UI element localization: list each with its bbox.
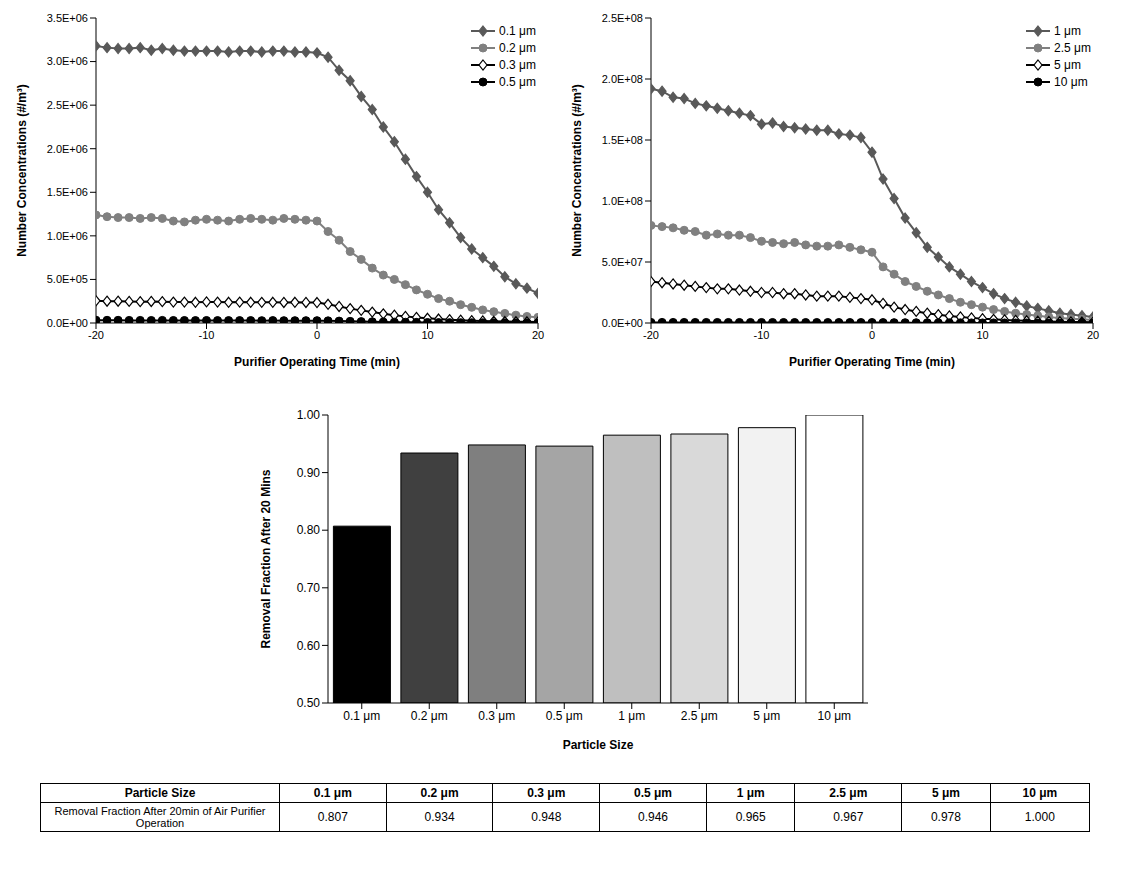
svg-text:Particle Size: Particle Size bbox=[563, 738, 634, 752]
svg-text:10 μm: 10 μm bbox=[817, 709, 851, 723]
html-text:0.934: 0.934 bbox=[424, 810, 455, 824]
html-text:0.965: 0.965 bbox=[735, 810, 766, 824]
svg-text:1.0E+08: 1.0E+08 bbox=[602, 195, 643, 207]
svg-text:0.1 μm: 0.1 μm bbox=[343, 709, 380, 723]
svg-text:5 μm: 5 μm bbox=[753, 709, 780, 723]
svg-text:20: 20 bbox=[1087, 329, 1099, 341]
html-text:5 μm: 5 μm bbox=[931, 786, 960, 800]
html-text:1 μm: 1 μm bbox=[736, 786, 765, 800]
svg-text:Removal Fraction After 20 Mins: Removal Fraction After 20 Mins bbox=[259, 469, 273, 648]
svg-text:3.0E+06: 3.0E+06 bbox=[47, 55, 88, 67]
svg-text:10: 10 bbox=[421, 329, 433, 341]
svg-text:0.0E+00: 0.0E+00 bbox=[47, 317, 88, 329]
svg-text:0.60: 0.60 bbox=[297, 639, 321, 653]
svg-text:2.0E+08: 2.0E+08 bbox=[602, 73, 643, 85]
svg-text:1.5E+08: 1.5E+08 bbox=[602, 134, 643, 146]
html-text:Particle Size: Particle Size bbox=[124, 786, 196, 800]
svg-text:0.2 μm: 0.2 μm bbox=[411, 709, 448, 723]
svg-text:Number Concentrations (#/m³): Number Concentrations (#/m³) bbox=[15, 84, 29, 257]
html-text:10 μm: 10 μm bbox=[1022, 786, 1058, 800]
html-text:Removal Fraction After 20min o: Removal Fraction After 20min of Air Puri… bbox=[54, 805, 266, 829]
html-text:0.3 μm: 0.3 μm bbox=[527, 786, 566, 800]
svg-text:0.5 μm: 0.5 μm bbox=[546, 709, 583, 723]
html-text:1.000: 1.000 bbox=[1024, 810, 1055, 824]
svg-text:Number Concentrations (#/m³): Number Concentrations (#/m³) bbox=[570, 84, 584, 257]
svg-text:0.50: 0.50 bbox=[297, 696, 321, 710]
html-text:0.1 μm: 0.1 μm bbox=[313, 786, 352, 800]
html-text:2.5 μm: 2.5 μm bbox=[829, 786, 868, 800]
html-text:0.1 μm: 0.1 μm bbox=[499, 23, 536, 38]
svg-text:1.00: 1.00 bbox=[297, 408, 321, 422]
svg-text:0.0E+00: 0.0E+00 bbox=[602, 317, 643, 329]
html-text:0.807: 0.807 bbox=[317, 810, 348, 824]
html-text:0.3 μm: 0.3 μm bbox=[499, 57, 536, 72]
svg-text:0.80: 0.80 bbox=[297, 523, 321, 537]
svg-text:10: 10 bbox=[976, 329, 988, 341]
svg-text:0.90: 0.90 bbox=[297, 466, 321, 480]
html-text:0.5 μm: 0.5 μm bbox=[634, 786, 672, 800]
html-text:0.2 μm: 0.2 μm bbox=[420, 786, 459, 800]
svg-text:0: 0 bbox=[869, 329, 875, 341]
svg-text:3.5E+06: 3.5E+06 bbox=[47, 12, 88, 24]
svg-text:-20: -20 bbox=[643, 329, 659, 341]
html-text:2.5 μm: 2.5 μm bbox=[1054, 40, 1091, 55]
svg-text:20: 20 bbox=[532, 329, 544, 341]
svg-text:2.5E+06: 2.5E+06 bbox=[47, 99, 88, 111]
svg-text:5.0E+07: 5.0E+07 bbox=[602, 256, 643, 268]
svg-text:-10: -10 bbox=[199, 329, 215, 341]
svg-text:2.0E+06: 2.0E+06 bbox=[47, 143, 88, 155]
svg-text:1 μm: 1 μm bbox=[618, 709, 645, 723]
html-text:0.5 μm: 0.5 μm bbox=[499, 74, 536, 89]
svg-text:Purifier Operating Time (min): Purifier Operating Time (min) bbox=[789, 355, 955, 369]
svg-text:0.3 μm: 0.3 μm bbox=[478, 709, 515, 723]
html-text:10 μm: 10 μm bbox=[1054, 74, 1088, 89]
svg-text:Purifier Operating Time (min): Purifier Operating Time (min) bbox=[234, 355, 400, 369]
svg-text:-20: -20 bbox=[88, 329, 104, 341]
svg-text:0: 0 bbox=[314, 329, 320, 341]
svg-text:-10: -10 bbox=[754, 329, 770, 341]
svg-text:1.5E+06: 1.5E+06 bbox=[47, 186, 88, 198]
svg-text:2.5E+08: 2.5E+08 bbox=[602, 12, 643, 24]
svg-text:5.0E+05: 5.0E+05 bbox=[47, 273, 88, 285]
html-text:0.2 μm: 0.2 μm bbox=[499, 40, 536, 55]
html-text:0.946: 0.946 bbox=[638, 810, 668, 824]
html-text:1 μm: 1 μm bbox=[1054, 23, 1081, 38]
html-text:0.967: 0.967 bbox=[833, 810, 864, 824]
html-text:5 μm: 5 μm bbox=[1054, 57, 1081, 72]
html-text:0.978: 0.978 bbox=[930, 810, 961, 824]
svg-text:2.5 μm: 2.5 μm bbox=[681, 709, 718, 723]
svg-text:0.70: 0.70 bbox=[297, 581, 321, 595]
html-text:0.948: 0.948 bbox=[531, 810, 562, 824]
svg-text:1.0E+06: 1.0E+06 bbox=[47, 230, 88, 242]
